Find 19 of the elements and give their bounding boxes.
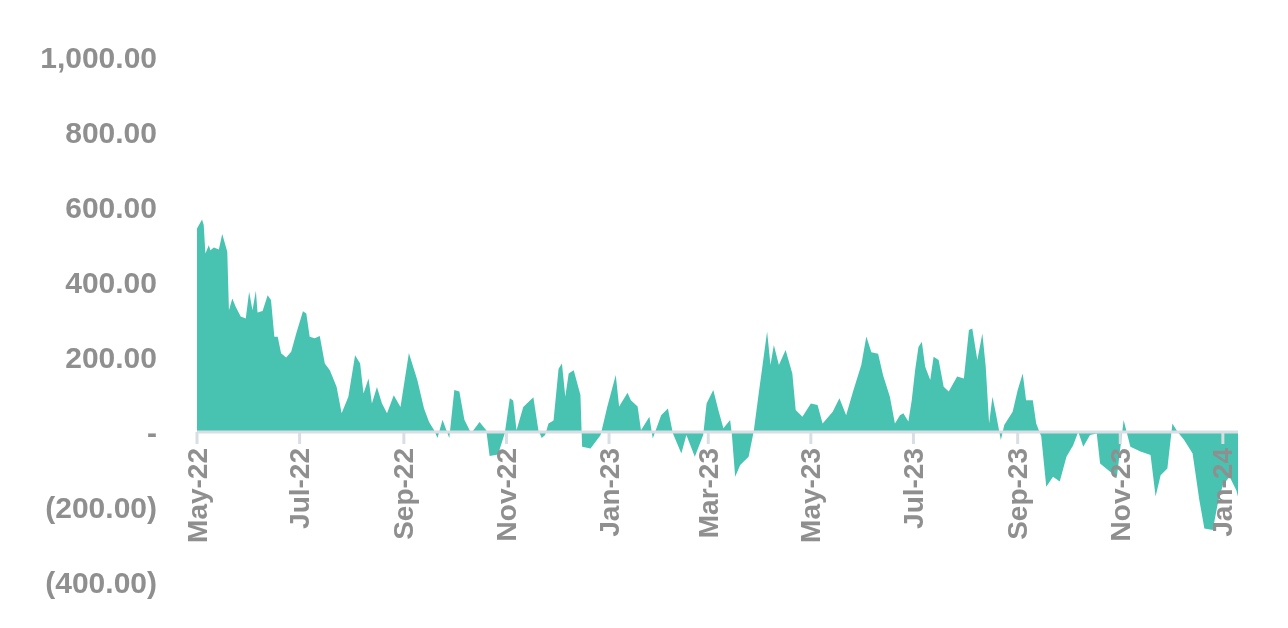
y-tick-label: 200.00 (65, 340, 157, 374)
x-tick-label: Jan-24 (1207, 447, 1239, 537)
y-tick-label: 800.00 (65, 115, 157, 149)
y-tick-label: (400.00) (45, 565, 157, 599)
x-tick-label: Sep-23 (1002, 448, 1034, 540)
x-tick-label: Jul-23 (897, 448, 929, 529)
y-tick-label: (200.00) (45, 490, 157, 524)
x-tick-label: May-23 (795, 448, 827, 543)
x-tick-label: Nov-23 (1104, 448, 1136, 542)
y-tick-label: 400.00 (65, 265, 157, 299)
x-tick-label: Jan-23 (593, 448, 625, 537)
x-tick-label: Nov-22 (490, 448, 522, 542)
x-tick-label: Sep-22 (388, 448, 420, 540)
x-tick-label: Mar-23 (692, 448, 724, 539)
y-tick-label: 1,000.00 (40, 40, 157, 74)
x-tick-label: Jul-22 (284, 448, 316, 529)
x-tick-label: May-22 (181, 448, 213, 543)
y-tick-label: 600.00 (65, 190, 157, 224)
y-tick-label: - (147, 415, 157, 449)
